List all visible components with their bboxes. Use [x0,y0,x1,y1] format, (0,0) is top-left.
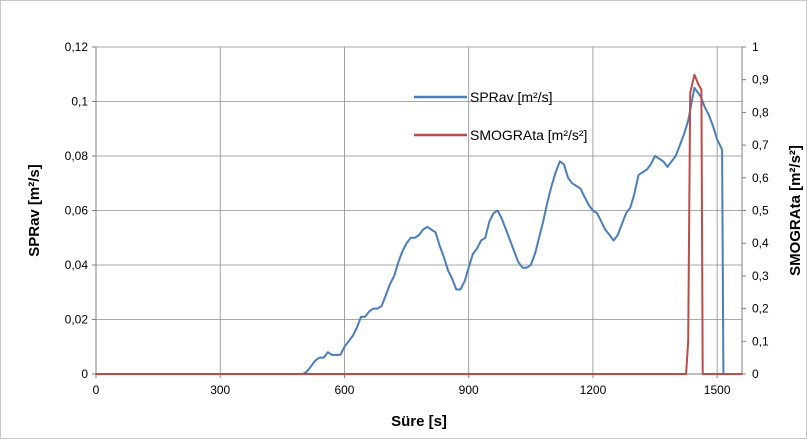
y2-tick-label: 0,4 [752,236,769,250]
y-tick-label: 0 [81,367,88,381]
y2-tick-label: 0,2 [752,302,769,316]
x-tick-label: 600 [334,383,354,397]
y-tick-label: 0,08 [65,149,89,163]
y2-tick-label: 0,5 [752,204,769,218]
y2-tick-label: 0,1 [752,334,769,348]
y-tick-label: 0,06 [65,204,89,218]
y2-tick-label: 1 [752,40,759,54]
y-axis-title: SPRav [m²/s] [26,164,43,257]
x-tick-label: 1500 [704,383,731,397]
y2-axis-title: SMOGRAta [m²/s²] [787,145,804,276]
y2-tick-label: 0 [752,367,759,381]
y-tick-label: 0,02 [65,313,89,327]
legend-label-sprav: SPRav [m²/s] [470,89,552,105]
x-tick-label: 900 [459,383,479,397]
y-tick-label: 0,1 [71,95,88,109]
legend-label-smograta: SMOGRAta [m²/s²] [470,127,587,143]
y-tick-label: 0,04 [65,258,89,272]
y2-tick-label: 0,6 [752,171,769,185]
x-tick-label: 0 [93,383,100,397]
y2-tick-label: 0,9 [752,73,769,87]
y-tick-label: 0,12 [65,40,89,54]
y2-tick-label: 0,8 [752,105,769,119]
y2-tick-label: 0,7 [752,138,769,152]
x-axis-title: Süre [s] [391,413,447,430]
x-tick-label: 300 [210,383,230,397]
y2-tick-label: 0,3 [752,269,769,283]
x-tick-label: 1200 [580,383,607,397]
